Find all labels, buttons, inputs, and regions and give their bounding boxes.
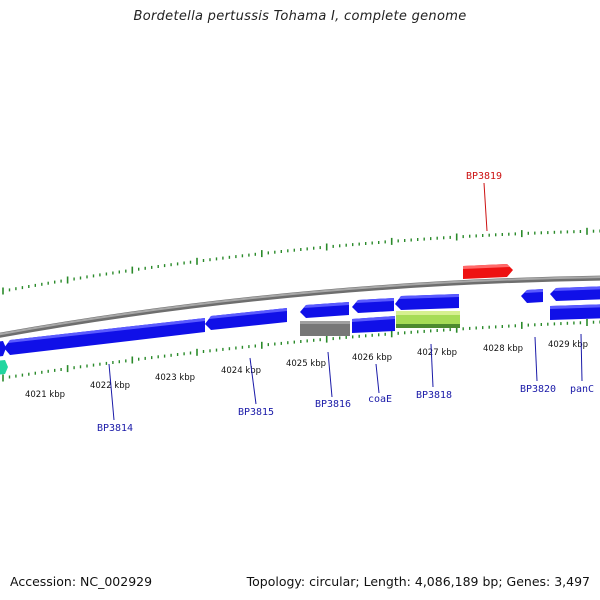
- map-title: Bordetella pertussis Tohama I, complete …: [133, 9, 467, 24]
- inner-tick-ring: [2, 319, 600, 382]
- gene-label-BP3819[interactable]: BP3819: [466, 171, 502, 182]
- gene-label-BP3816[interactable]: BP3816: [315, 399, 351, 410]
- gene-green-arrow[interactable]: [396, 311, 460, 328]
- leader-BP3820: [534, 336, 538, 382]
- gene-label-BP3815[interactable]: BP3815: [238, 407, 274, 418]
- gene-coaE-arrow[interactable]: [352, 298, 394, 313]
- leader-BP3816: [327, 351, 333, 398]
- scale-label-4021: 4021 kbp: [25, 390, 65, 400]
- scale-label-4024: 4024 kbp: [221, 366, 261, 376]
- gene-label-BP3814[interactable]: BP3814: [97, 423, 133, 434]
- gene-label-coaE[interactable]: coaE: [368, 394, 392, 405]
- scale-label-4025: 4025 kbp: [286, 359, 326, 369]
- accession-text: Accession: NC_002929: [10, 574, 153, 589]
- leader-panC: [580, 333, 583, 382]
- leader-BP3815: [249, 357, 257, 405]
- genome-summary-text: Topology: circular; Length: 4,086,189 bp…: [246, 574, 590, 589]
- gene-gray-arrow[interactable]: [300, 321, 350, 336]
- gene-BP3819-arrow[interactable]: [463, 264, 513, 279]
- leader-BP3814: [108, 363, 115, 421]
- gene-BP3815-arrow[interactable]: [205, 308, 287, 330]
- gene-blue-lane2-arrow[interactable]: [352, 316, 395, 333]
- scale-label-4023: 4023 kbp: [155, 373, 195, 383]
- leader-BP3818: [430, 343, 434, 388]
- gene-BP3818-arrow[interactable]: [395, 294, 459, 310]
- leader-BP3819: [483, 182, 488, 232]
- leader-coaE: [375, 363, 380, 394]
- gene-BP3814-arrow[interactable]: [4, 318, 205, 355]
- genome-backbone: [0, 275, 600, 338]
- gene-BP3820-arrow[interactable]: [521, 289, 543, 303]
- gene-panC-lane2-arrow[interactable]: [550, 304, 600, 320]
- gene-BP3816-arrow[interactable]: [300, 302, 349, 318]
- scale-label-4026: 4026 kbp: [352, 353, 392, 363]
- outer-tick-ring: [2, 227, 600, 295]
- scale-label-4028: 4028 kbp: [483, 344, 523, 354]
- gene-teal-partial-arrow[interactable]: [0, 360, 8, 375]
- gene-panC-arrow[interactable]: [550, 286, 600, 301]
- scale-label-4027: 4027 kbp: [417, 348, 457, 358]
- gene-label-panC[interactable]: panC: [570, 384, 594, 395]
- scale-label-4029: 4029 kbp: [548, 340, 588, 350]
- gene-label-BP3820[interactable]: BP3820: [520, 384, 556, 395]
- scale-label-4022: 4022 kbp: [90, 381, 130, 391]
- gene-label-BP3818[interactable]: BP3818: [416, 390, 452, 401]
- genome-backbone-highlight: [0, 276, 600, 336]
